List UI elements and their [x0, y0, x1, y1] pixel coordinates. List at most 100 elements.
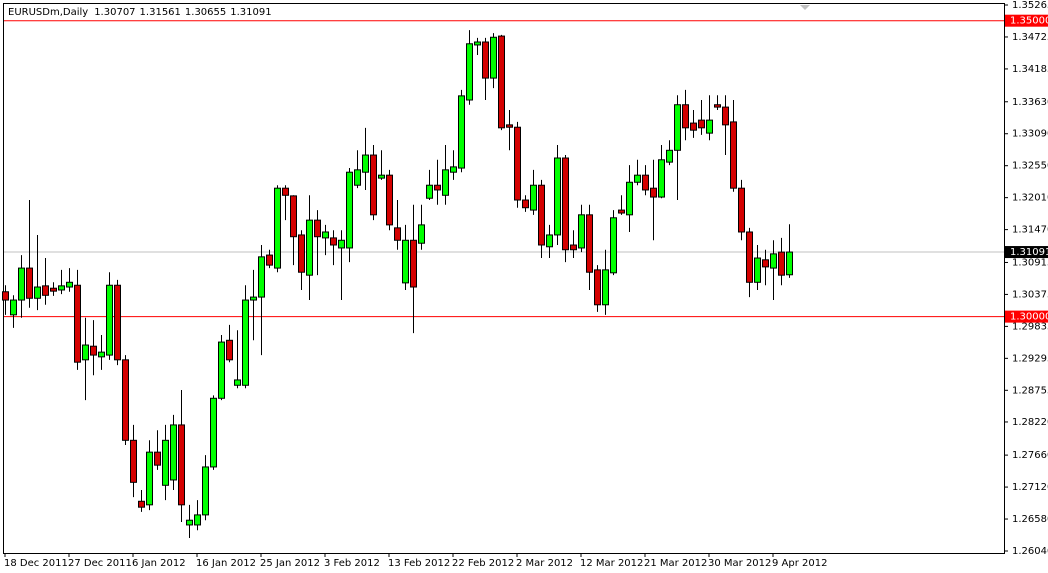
candle-body — [682, 104, 689, 129]
candle-body — [394, 227, 401, 241]
y-tick-label: 1.30375 — [1012, 289, 1048, 300]
x-tick-label: 12 Mar 2012 — [580, 558, 643, 569]
candle-body — [298, 234, 305, 273]
candle-body — [450, 166, 457, 173]
candle-body — [618, 209, 625, 214]
candle-body — [778, 251, 785, 276]
candle-body — [26, 267, 33, 299]
price-label: 1.31091 — [1010, 247, 1048, 258]
candle-body — [490, 36, 497, 79]
header-low: 1.30655 — [185, 7, 226, 18]
y-tick-label: 1.27120 — [1012, 482, 1048, 493]
x-tick-label: 6 Jan 2012 — [132, 558, 186, 569]
y-tick-label: 1.28220 — [1012, 417, 1048, 428]
candle-body — [122, 359, 129, 441]
candle-body — [650, 187, 657, 198]
level-label: 1.30000 — [1010, 312, 1048, 323]
candle-body — [690, 122, 697, 131]
level-label: 1.35000 — [1010, 16, 1048, 27]
y-tick-label: 1.31470 — [1012, 225, 1048, 236]
price-label-box — [1005, 246, 1048, 259]
candle-body — [482, 41, 489, 79]
candle-body — [722, 106, 729, 126]
candle-body — [58, 285, 65, 291]
candle-body — [130, 439, 137, 483]
candle-body — [154, 451, 161, 466]
candle-body — [514, 126, 521, 201]
y-tick-label: 1.27660 — [1012, 450, 1048, 461]
candle-body — [674, 104, 681, 151]
y-tick-label: 1.32550 — [1012, 161, 1048, 172]
y-tick-label: 1.28755 — [1012, 385, 1048, 396]
candle-body — [474, 41, 481, 46]
candle-body — [242, 299, 249, 386]
candle-body — [226, 339, 233, 361]
candle-body — [266, 254, 273, 266]
candle-body — [194, 514, 201, 526]
y-tick-label: 1.33630 — [1012, 97, 1048, 108]
candle-body — [282, 187, 289, 196]
candle-body — [554, 157, 561, 236]
candle-body — [610, 217, 617, 274]
y-tick-label: 1.29295 — [1012, 353, 1048, 364]
candle-body — [42, 285, 49, 296]
x-tick-label: 27 Dec 2011 — [68, 558, 132, 569]
header-high: 1.31561 — [140, 7, 181, 18]
candle-body — [426, 184, 433, 199]
level-label-box — [1005, 310, 1048, 323]
candle-body — [602, 269, 609, 306]
level-label-box — [1005, 14, 1048, 27]
x-tick-label: 3 Feb 2012 — [324, 558, 380, 569]
candle-body — [82, 344, 89, 361]
candle-body — [762, 259, 769, 268]
shift-marker — [800, 5, 810, 10]
candle-body — [546, 234, 553, 248]
candle-body — [706, 119, 713, 134]
candle-body — [506, 124, 513, 128]
candle-body — [202, 466, 209, 516]
candle-body — [386, 174, 393, 226]
candle-body — [434, 184, 441, 191]
candle-body — [746, 231, 753, 283]
candle-body — [770, 253, 777, 269]
plot-frame — [3, 3, 1005, 554]
candle-body — [730, 121, 737, 189]
candle-body — [786, 251, 793, 276]
candle-body — [170, 424, 177, 481]
x-tick-label: 22 Feb 2012 — [452, 558, 514, 569]
candle-body — [210, 397, 217, 468]
candle-body — [714, 104, 721, 108]
candle-body — [362, 154, 369, 173]
y-tick-label: 1.34185 — [1012, 64, 1048, 75]
candle-body — [18, 267, 25, 301]
candle-body — [522, 199, 529, 209]
x-tick-label: 18 Dec 2011 — [4, 558, 68, 569]
candle-body — [570, 244, 577, 251]
candle-body — [538, 184, 545, 246]
y-tick-label: 1.34725 — [1012, 32, 1048, 43]
candle-body — [10, 299, 17, 316]
candle-body — [66, 281, 73, 288]
candle-body — [354, 169, 361, 186]
candle-body — [442, 169, 449, 196]
candle-body — [146, 451, 153, 506]
candle-body — [754, 257, 761, 283]
x-tick-label: 9 Apr 2012 — [772, 558, 827, 569]
y-tick-label: 1.30915 — [1012, 257, 1048, 268]
candle-body — [586, 214, 593, 273]
chart-header: EURUSDm,Daily 1.30707 1.31561 1.30655 1.3109… — [8, 7, 272, 18]
candle-body — [74, 284, 81, 363]
candle-body — [50, 287, 57, 292]
candle-body — [234, 379, 241, 386]
y-tick-label: 1.26040 — [1012, 546, 1048, 557]
candle-body — [274, 187, 281, 269]
y-tick-label: 1.29835 — [1012, 321, 1048, 332]
chart-title: EURUSDm,Daily — [8, 7, 88, 18]
candle-body — [378, 174, 385, 179]
x-tick-label: 30 Mar 2012 — [708, 558, 771, 569]
candle-body — [418, 224, 425, 244]
candle-body — [530, 184, 537, 211]
candle-body — [370, 154, 377, 216]
candle-body — [346, 171, 353, 249]
